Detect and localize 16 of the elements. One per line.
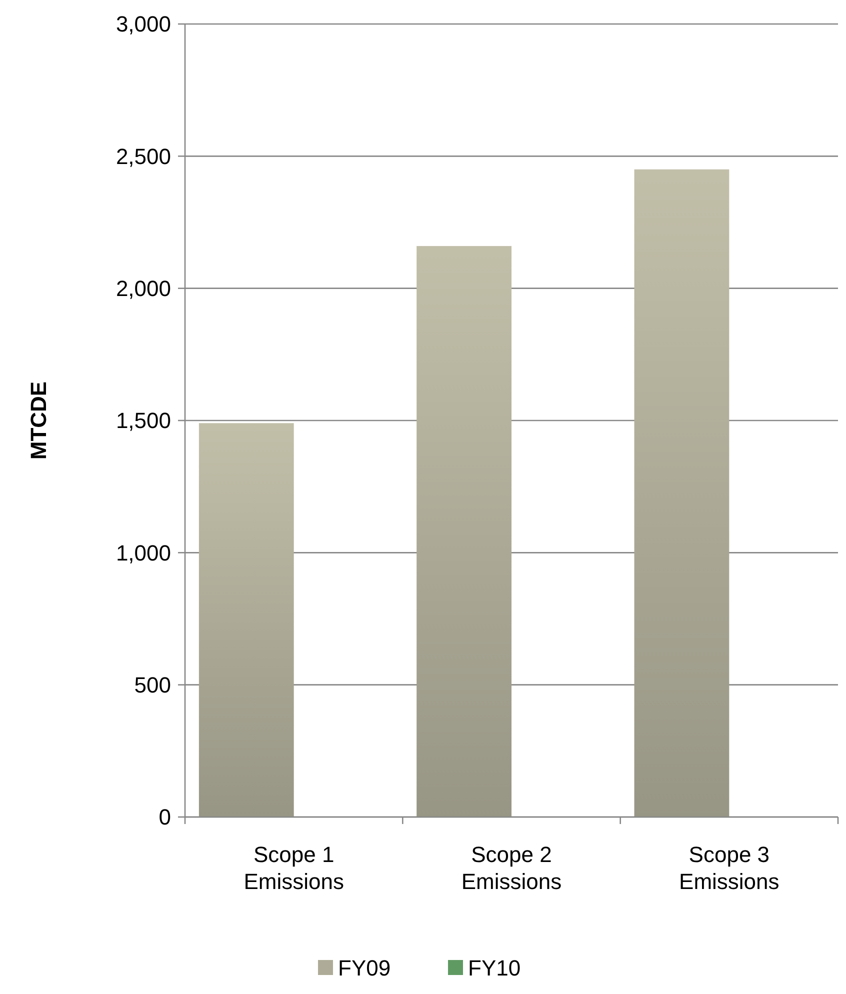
y-tick-label: 2,000 <box>116 276 171 302</box>
bar <box>416 246 512 817</box>
y-tick-label: 0 <box>158 804 171 830</box>
x-tick-label: Scope 1 Emissions <box>244 842 344 894</box>
x-tick-label: Scope 2 Emissions <box>461 842 562 894</box>
y-axis-title: MTCDE <box>26 381 51 460</box>
y-tick-label: 1,500 <box>116 408 171 434</box>
legend-label: FY10 <box>468 956 521 981</box>
bar <box>634 169 730 817</box>
bar <box>198 423 294 817</box>
legend-label: FY09 <box>338 956 391 981</box>
x-tick-label: Scope 3 Emissions <box>679 842 780 894</box>
y-tick-label: 2,500 <box>116 144 171 169</box>
y-tick-label: 1,000 <box>116 540 171 566</box>
y-tick-label: 3,000 <box>116 12 171 37</box>
y-tick-label: 500 <box>134 672 171 698</box>
